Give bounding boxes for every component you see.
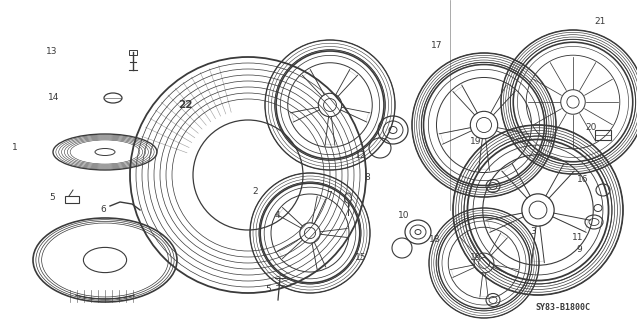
Text: 10: 10: [398, 211, 410, 220]
Bar: [595, 130, 611, 140]
Text: 13: 13: [47, 47, 58, 57]
Text: 9: 9: [576, 245, 582, 254]
Text: 17: 17: [431, 42, 443, 51]
Text: 6: 6: [100, 204, 106, 213]
Text: 5: 5: [265, 285, 271, 294]
Text: 8: 8: [364, 173, 370, 182]
Bar: [129, 50, 137, 55]
Text: 7: 7: [326, 191, 332, 201]
Text: 20: 20: [585, 124, 597, 132]
Bar: [65, 196, 79, 203]
Text: 3: 3: [530, 228, 536, 236]
Text: 14: 14: [48, 92, 60, 101]
Text: 11: 11: [572, 234, 583, 243]
Text: 16: 16: [577, 175, 589, 185]
Text: 19: 19: [470, 253, 482, 262]
Text: 21: 21: [594, 18, 606, 27]
Text: 4: 4: [274, 211, 280, 220]
Text: 19: 19: [470, 138, 482, 147]
Text: 5: 5: [49, 194, 55, 203]
Text: 15: 15: [355, 253, 367, 262]
Text: SY83-B1800C: SY83-B1800C: [535, 303, 590, 313]
Text: 18: 18: [429, 236, 441, 244]
Text: 12: 12: [355, 150, 367, 159]
Text: 22: 22: [178, 100, 192, 110]
Text: 1: 1: [12, 143, 18, 153]
Text: 2: 2: [252, 188, 258, 196]
